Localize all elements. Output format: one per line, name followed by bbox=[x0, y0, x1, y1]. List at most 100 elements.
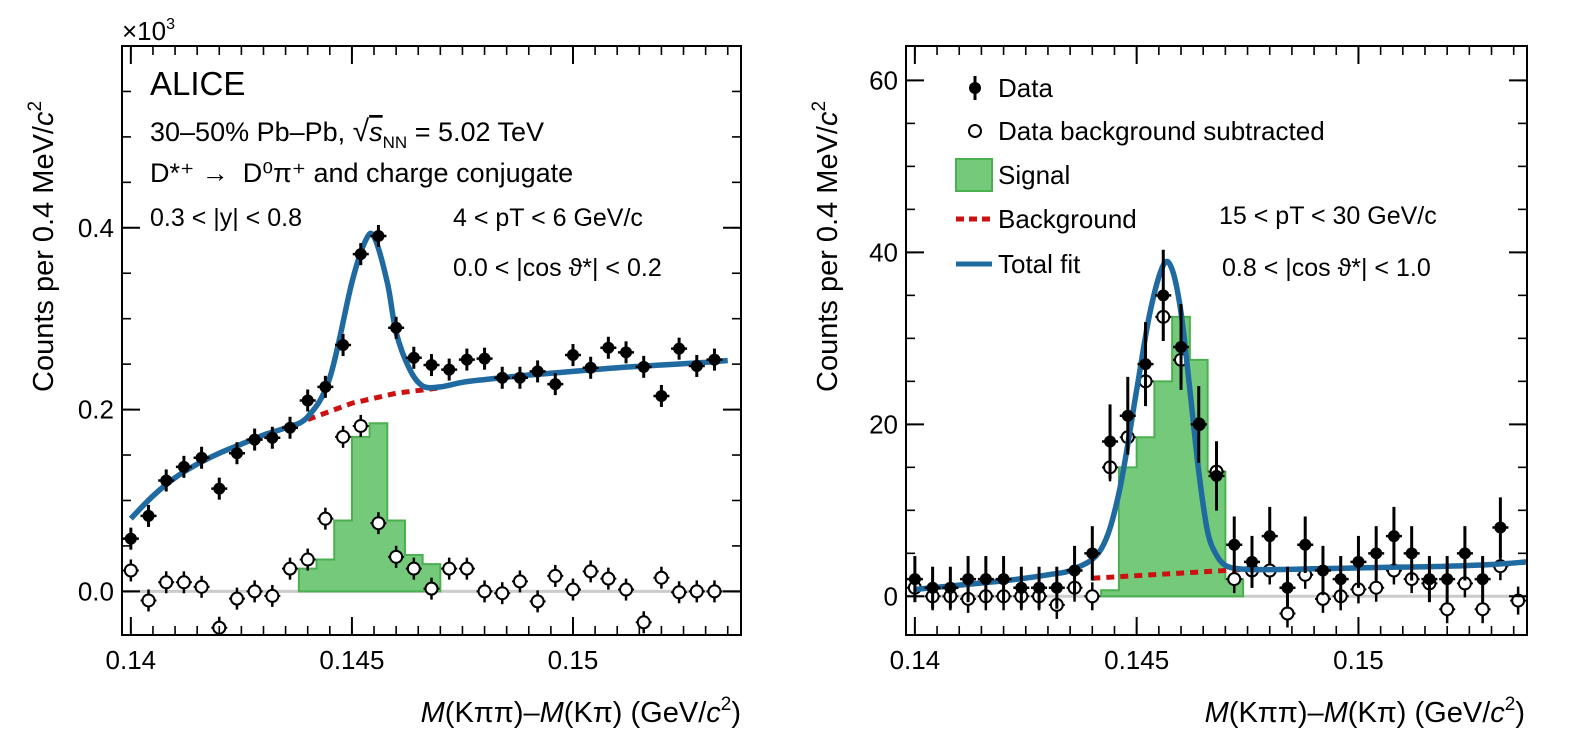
bkg-subtracted-point bbox=[388, 545, 405, 568]
data-point bbox=[193, 446, 210, 469]
data-point bbox=[158, 469, 175, 492]
right-panel: 0.14 0.145 0.15 0 20 40 60 Counts per 0.4 MeV/… bbox=[809, 45, 1528, 729]
data-point bbox=[1474, 556, 1491, 603]
data-point bbox=[1350, 535, 1367, 588]
y-tick-label: 0 bbox=[884, 581, 898, 611]
data-point bbox=[1385, 506, 1402, 566]
bkg-subtracted-point bbox=[671, 581, 688, 604]
y-tick-label: 60 bbox=[869, 65, 898, 95]
decay-channel-label: D*⁺ → D⁰π⁺ and charge conjugate bbox=[150, 158, 573, 188]
data-point bbox=[706, 348, 723, 371]
bkg-subtracted-point bbox=[494, 582, 511, 605]
data-point bbox=[1208, 441, 1225, 511]
bkg-subtracted-point bbox=[547, 564, 564, 587]
data-point bbox=[1456, 526, 1473, 581]
data-point bbox=[1102, 404, 1119, 479]
data-point bbox=[335, 334, 352, 357]
legend-data-label: Data bbox=[998, 73, 1053, 103]
data-point bbox=[140, 504, 157, 527]
right-pt-range-label: 15 < pT < 30 GeV/c bbox=[1219, 202, 1437, 230]
bkg-subtracted-point bbox=[175, 571, 192, 594]
data-point bbox=[299, 389, 316, 412]
data-point bbox=[494, 366, 511, 389]
data-point bbox=[228, 442, 245, 465]
legend-signal-swatch bbox=[955, 158, 993, 192]
data-point bbox=[1332, 556, 1349, 603]
data-point bbox=[635, 355, 652, 378]
data-point bbox=[282, 416, 299, 439]
background-curve bbox=[306, 385, 441, 422]
bkg-subtracted-point bbox=[282, 557, 299, 580]
y-tick-label: 20 bbox=[869, 409, 898, 439]
bkg-subtracted-point bbox=[688, 580, 705, 603]
x-tick-label: 0.15 bbox=[1333, 645, 1384, 675]
right-x-axis-label: M(Kππ)–M(Kπ) (GeV/c2) bbox=[1205, 694, 1525, 729]
data-point bbox=[1403, 526, 1420, 581]
y-tick-label: 0.0 bbox=[78, 576, 114, 606]
legend-item-background: Background bbox=[956, 204, 1137, 234]
bkg-subtracted-point bbox=[193, 575, 210, 598]
bkg-subtracted-point bbox=[405, 557, 422, 580]
x-tick-label: 0.145 bbox=[319, 645, 384, 675]
bkg-subtracted-point bbox=[299, 548, 316, 571]
collision-system-label: 30–50% Pb–Pb, √sNN = 5.02 TeV bbox=[150, 115, 544, 152]
bkg-subtracted-point bbox=[264, 584, 281, 607]
data-point bbox=[942, 566, 959, 609]
data-point bbox=[1243, 535, 1260, 588]
left-x-axis-label: M(Kππ)–M(Kπ) (GeV/c2) bbox=[421, 694, 741, 729]
data-point bbox=[600, 336, 617, 359]
data-point bbox=[547, 373, 564, 396]
data-point bbox=[1439, 556, 1456, 603]
data-point bbox=[175, 455, 192, 478]
alice-label: ALICE bbox=[150, 65, 245, 102]
rapidity-label: 0.3 < |y| < 0.8 bbox=[150, 204, 302, 232]
legend-open-marker bbox=[968, 124, 982, 138]
bkg-subtracted-point bbox=[370, 512, 387, 535]
data-point bbox=[1368, 526, 1385, 581]
data-point bbox=[1279, 566, 1296, 609]
bkg-subtracted-point bbox=[1314, 584, 1331, 613]
data-point bbox=[1190, 385, 1207, 463]
legend-background-label: Background bbox=[998, 204, 1137, 234]
data-point bbox=[1137, 322, 1154, 407]
data-point bbox=[618, 341, 635, 364]
data-point bbox=[1119, 376, 1136, 455]
left-plot-frame bbox=[121, 45, 742, 636]
data-point bbox=[246, 428, 263, 451]
data-point bbox=[1173, 304, 1190, 390]
data-point bbox=[1314, 545, 1331, 596]
data-point bbox=[405, 346, 422, 369]
data-point bbox=[317, 375, 334, 398]
data-point bbox=[352, 243, 369, 266]
bkg-subtracted-point bbox=[458, 557, 475, 580]
legend-item-signal: Signal bbox=[955, 158, 1070, 192]
data-point bbox=[924, 566, 941, 609]
bkg-subtracted-point bbox=[1297, 560, 1314, 589]
bkg-subtracted-point bbox=[352, 414, 369, 437]
bkg-subtracted-point bbox=[653, 566, 670, 589]
bkg-subtracted-point bbox=[635, 611, 652, 634]
data-point bbox=[441, 358, 458, 381]
bkg-subtracted-point bbox=[511, 570, 528, 593]
bkg-subtracted-point bbox=[423, 577, 440, 600]
data-point bbox=[1066, 545, 1083, 596]
legend-item-data: Data bbox=[969, 73, 1053, 103]
x-tick-label: 0.14 bbox=[890, 645, 941, 675]
data-point bbox=[423, 354, 440, 377]
legend-item-bkg-subtracted: Data background subtracted bbox=[968, 116, 1325, 146]
bkg-subtracted-point bbox=[228, 587, 245, 610]
signal-histogram bbox=[297, 422, 442, 593]
data-point bbox=[1048, 566, 1065, 609]
data-point bbox=[582, 356, 599, 379]
bkg-subtracted-point bbox=[158, 571, 175, 594]
data-point bbox=[458, 348, 475, 371]
bkg-subtracted-point bbox=[706, 580, 723, 603]
data-point bbox=[906, 556, 923, 603]
data-point bbox=[688, 354, 705, 377]
bkg-subtracted-point bbox=[1368, 573, 1385, 602]
data-point bbox=[1084, 526, 1101, 581]
data-point bbox=[1226, 516, 1243, 573]
y-tick-label: 40 bbox=[869, 237, 898, 267]
bkg-subtracted-point bbox=[582, 560, 599, 583]
data-point bbox=[1261, 506, 1278, 566]
